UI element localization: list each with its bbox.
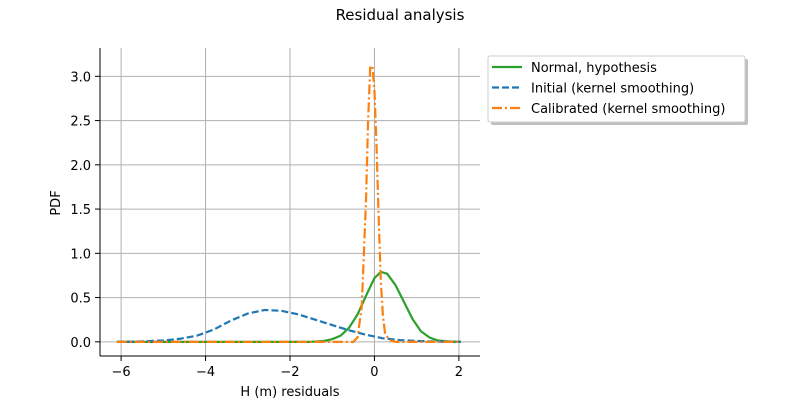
x-ticks: −6 −4 −2 0 2 xyxy=(112,356,463,380)
x-tick-label: 0 xyxy=(370,365,378,380)
x-tick-label: −6 xyxy=(112,365,131,380)
series-line xyxy=(116,270,462,343)
legend: Normal, hypothesis Initial (kernel smooth… xyxy=(487,55,748,125)
x-tick-label: −2 xyxy=(280,365,299,380)
plot-lines xyxy=(116,64,462,343)
y-ticks: 0.0 0.5 1.0 1.5 2.0 2.5 3.0 xyxy=(70,70,100,351)
y-tick-label: 1.5 xyxy=(70,203,91,218)
legend-label: Normal, hypothesis xyxy=(531,61,657,76)
x-axis-label: H (m) residuals xyxy=(240,385,339,400)
legend-box xyxy=(487,55,746,123)
y-tick-label: 2.0 xyxy=(70,159,91,174)
series-line xyxy=(116,64,461,343)
y-tick-label: 0.0 xyxy=(70,336,91,351)
x-tick-label: 2 xyxy=(455,365,463,380)
y-tick-label: 3.0 xyxy=(70,70,91,85)
gridlines xyxy=(100,48,480,356)
legend-label: Initial (kernel smoothing) xyxy=(531,82,694,97)
y-tick-label: 1.0 xyxy=(70,247,91,262)
y-tick-label: 2.5 xyxy=(70,115,91,130)
legend-label: Calibrated (kernel smoothing) xyxy=(531,102,725,117)
chart-title: Residual analysis xyxy=(336,6,465,24)
x-tick-label: −4 xyxy=(196,365,215,380)
y-tick-label: 0.5 xyxy=(70,292,91,307)
series-line xyxy=(116,308,462,343)
y-axis-label: PDF xyxy=(49,190,64,215)
